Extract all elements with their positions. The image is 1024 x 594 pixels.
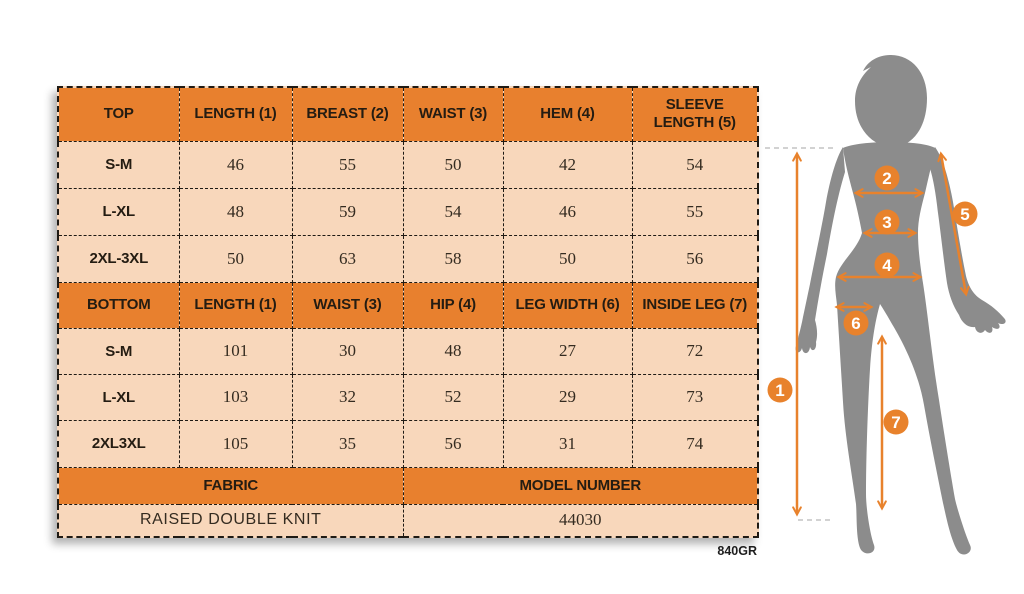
column-header-length: LENGTH (1) (178, 281, 293, 329)
column-header-hip: HIP (4) (402, 281, 504, 329)
measurement-value: 48 (178, 187, 293, 236)
measurement-value: 74 (631, 419, 759, 468)
marker-4: 4 (874, 252, 900, 278)
marker-number: 7 (891, 413, 900, 432)
measurement-value: 54 (631, 140, 759, 189)
measurement-value: 56 (631, 234, 759, 283)
marker-3: 3 (874, 209, 900, 235)
marker-circle (883, 409, 909, 435)
body-measurement-figure: 1 2 3 4 5 6 7 (765, 55, 1006, 555)
marker-circle (767, 377, 793, 403)
marker-number: 4 (882, 256, 892, 275)
measurement-value: 73 (631, 373, 759, 421)
marker-circle (952, 201, 978, 227)
marker-number: 3 (882, 213, 891, 232)
measurement-value: 46 (502, 187, 633, 236)
column-header-leg-width: LEG WIDTH (6) (502, 281, 633, 329)
marker-number: 1 (775, 381, 784, 400)
marker-number: 5 (960, 205, 969, 224)
measurement-value: 52 (402, 373, 504, 421)
model-number-header-cell: MODEL NUMBER (402, 466, 759, 505)
measurement-value: 103 (178, 373, 293, 421)
silhouette-torso-legs (835, 142, 971, 555)
size-label: L-XL (57, 373, 180, 421)
marker-number: 6 (851, 314, 860, 333)
measurement-value: 101 (178, 327, 293, 375)
measurement-value: 32 (291, 373, 404, 421)
size-chart-table: TOP LENGTH (1) BREAST (2) WAIST (3) HEM … (57, 86, 759, 538)
silhouette-left-arm (795, 147, 845, 354)
female-silhouette (795, 55, 1006, 555)
bottom-header-row: BOTTOM LENGTH (1) WAIST (3) HIP (4) LEG … (57, 281, 759, 329)
top-header-row: TOP LENGTH (1) BREAST (2) WAIST (3) HEM … (57, 86, 759, 142)
column-header-waist: WAIST (3) (402, 86, 504, 142)
measurement-value: 46 (178, 140, 293, 189)
size-label: 2XL-3XL (57, 234, 180, 283)
measurement-value: 50 (178, 234, 293, 283)
table-row: 2XL-3XL 50 63 58 50 56 (57, 234, 759, 283)
weight-code: 840GR (717, 544, 757, 558)
measurement-value: 31 (502, 419, 633, 468)
measurement-value: 55 (631, 187, 759, 236)
marker-1: 1 (767, 377, 793, 403)
table-row: 2XL3XL 105 35 56 31 74 (57, 419, 759, 468)
measurement-value: 56 (402, 419, 504, 468)
measurement-value: 50 (502, 234, 633, 283)
measure-arrow-5-sleeve (937, 151, 970, 297)
column-header-hem: HEM (4) (502, 86, 633, 142)
size-label: 2XL3XL (57, 419, 180, 468)
column-header-inside-leg: INSIDE LEG (7) (631, 281, 759, 329)
measurement-value: 27 (502, 327, 633, 375)
column-header-top: TOP (57, 86, 180, 142)
marker-number: 2 (882, 169, 891, 188)
column-header-sleeve-length: SLEEVE LENGTH (5) (631, 86, 759, 142)
measurement-value: 105 (178, 419, 293, 468)
marker-7: 7 (883, 409, 909, 435)
measurement-value: 30 (291, 327, 404, 375)
column-header-bottom: BOTTOM (57, 281, 180, 329)
measurement-value: 55 (291, 140, 404, 189)
measurement-value: 29 (502, 373, 633, 421)
measurement-value: 50 (402, 140, 504, 189)
measurement-value: 58 (402, 234, 504, 283)
table-row: L-XL 103 32 52 29 73 (57, 373, 759, 421)
fabric-header-cell: FABRIC (57, 466, 404, 505)
marker-circle (874, 252, 900, 278)
measurement-value: 48 (402, 327, 504, 375)
measurement-value: 63 (291, 234, 404, 283)
marker-2: 2 (874, 165, 900, 191)
marker-circle (843, 310, 869, 336)
column-header-length: LENGTH (1) (178, 86, 293, 142)
column-header-breast: BREAST (2) (291, 86, 404, 142)
measurement-value: 42 (502, 140, 633, 189)
size-label: S-M (57, 327, 180, 375)
table-row: S-M 46 55 50 42 54 (57, 140, 759, 189)
measurement-value: 35 (291, 419, 404, 468)
fabric-value-cell: RAISED DOUBLE KNIT (57, 503, 404, 538)
table-row: S-M 101 30 48 27 72 (57, 327, 759, 375)
size-label: S-M (57, 140, 180, 189)
model-number-value-cell: 44030 (402, 503, 759, 538)
column-header-waist: WAIST (3) (291, 281, 404, 329)
marker-5: 5 (952, 201, 978, 227)
marker-circle (874, 165, 900, 191)
meta-value-row: RAISED DOUBLE KNIT 44030 (57, 503, 759, 538)
measurement-value: 54 (402, 187, 504, 236)
marker-circle (874, 209, 900, 235)
size-label: L-XL (57, 187, 180, 236)
table-row: L-XL 48 59 54 46 55 (57, 187, 759, 236)
marker-6: 6 (843, 310, 869, 336)
silhouette-head (855, 55, 927, 147)
silhouette-right-arm (928, 147, 1006, 333)
meta-header-row: FABRIC MODEL NUMBER (57, 466, 759, 505)
measurement-value: 59 (291, 187, 404, 236)
measurement-value: 72 (631, 327, 759, 375)
